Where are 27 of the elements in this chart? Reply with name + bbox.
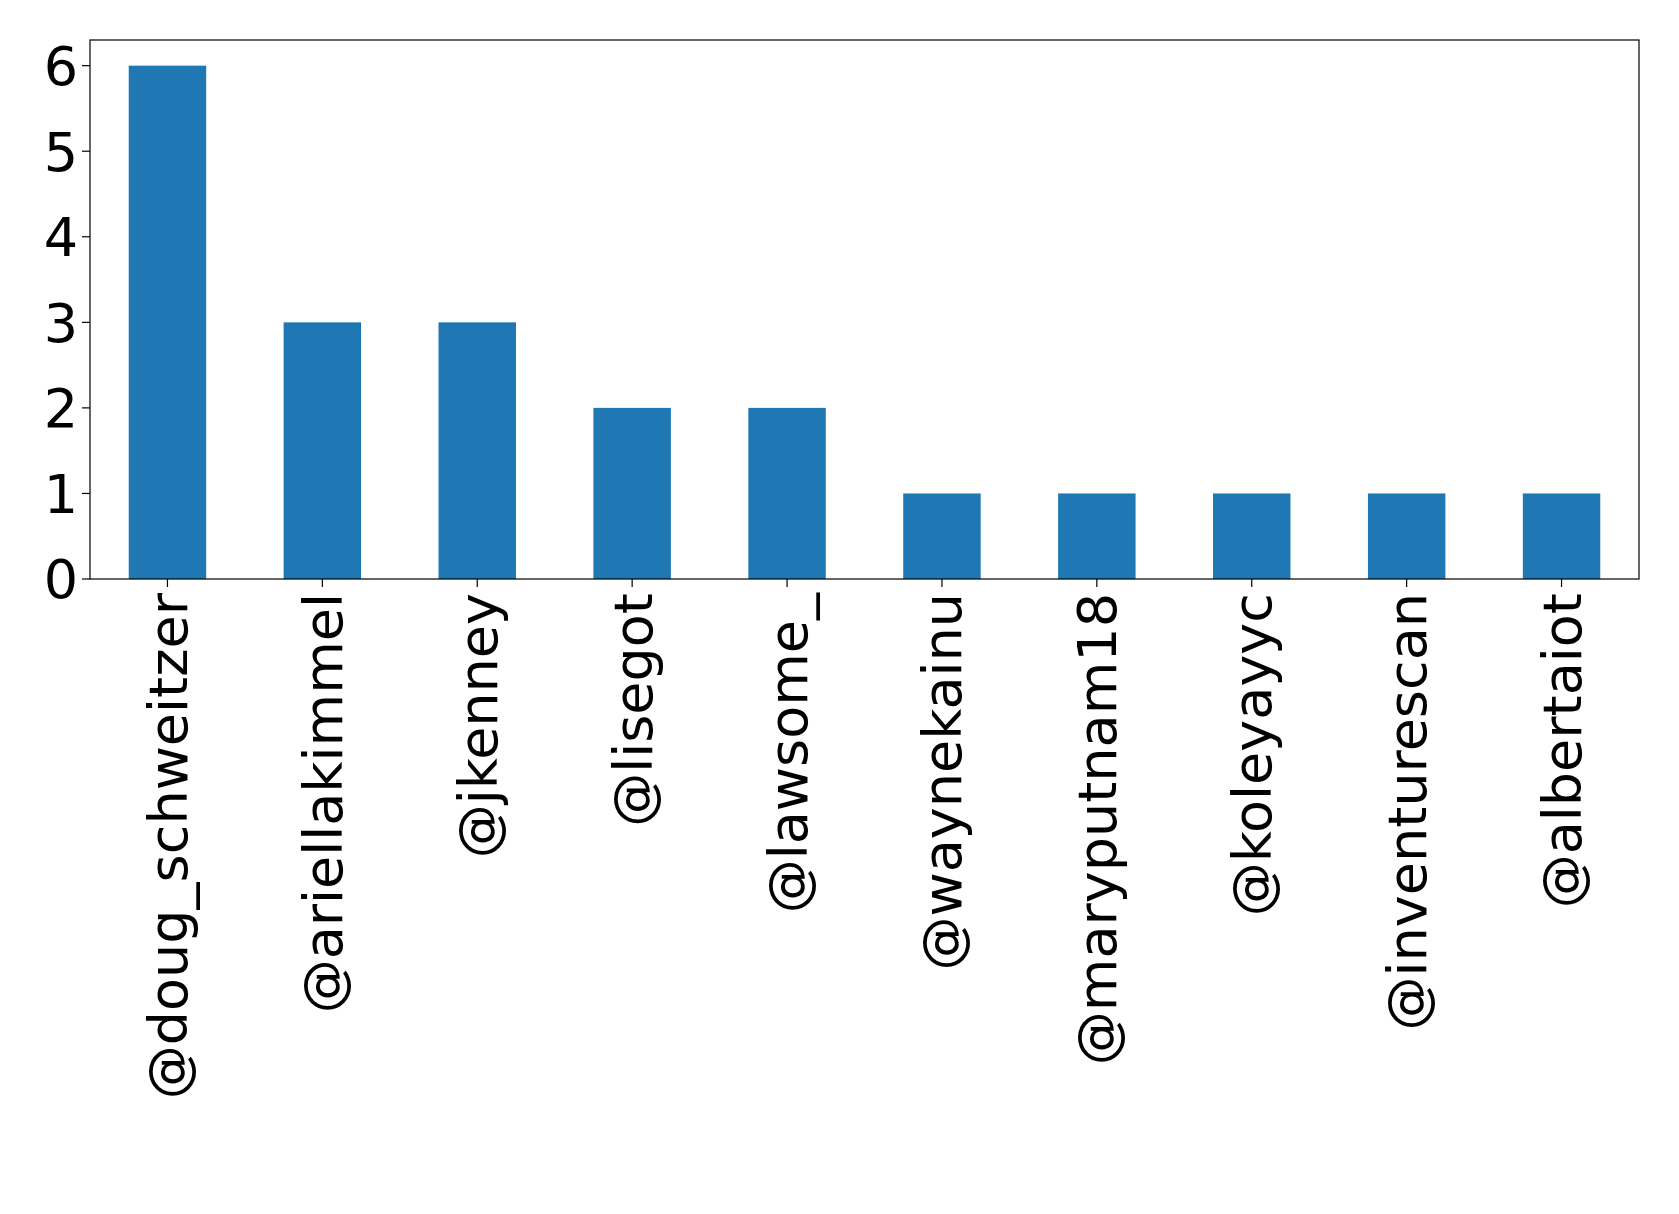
bar: [903, 493, 981, 579]
x-tick-label: @waynekainu: [911, 593, 975, 971]
y-tick-label: 2: [43, 377, 78, 441]
y-tick-label: 1: [43, 462, 78, 526]
y-tick-label: 4: [43, 206, 78, 270]
y-tick-label: 6: [43, 35, 78, 99]
bar: [1213, 493, 1291, 579]
bar: [438, 322, 516, 579]
bar: [128, 65, 207, 579]
x-tick-label: @ariellakimmel: [291, 593, 355, 1014]
y-tick-label: 3: [43, 291, 78, 355]
bar: [1367, 493, 1446, 579]
x-tick-label: @doug_schweitzer: [136, 592, 200, 1100]
y-tick-label: 0: [43, 548, 78, 612]
x-tick-label: @lawsome_: [756, 592, 820, 914]
x-tick-label: @inventurescan: [1376, 593, 1440, 1031]
x-tick-label: @albertaiot: [1530, 593, 1594, 909]
x-tick-label: @jkenney: [446, 593, 510, 859]
y-tick-label: 5: [43, 120, 78, 184]
bar: [1522, 493, 1601, 579]
x-tick-label: @lisegot: [601, 593, 665, 827]
x-tick-label: @koleyayyc: [1221, 593, 1285, 917]
bar: [593, 407, 671, 579]
bar: [748, 407, 826, 579]
bar: [1058, 493, 1136, 579]
bar: [283, 322, 362, 579]
x-tick-label: @maryputnam18: [1066, 593, 1130, 1066]
